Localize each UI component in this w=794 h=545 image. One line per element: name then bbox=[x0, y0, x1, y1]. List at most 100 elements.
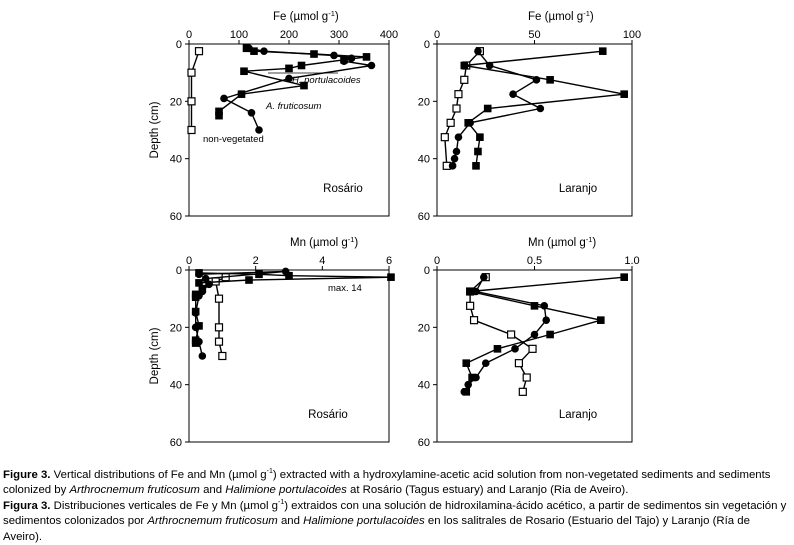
y-tick-label: 40 bbox=[418, 154, 430, 166]
data-point-filled-square bbox=[237, 90, 246, 98]
x-tick-label: 100 bbox=[230, 29, 248, 41]
x-tick-label: 0 bbox=[186, 255, 192, 267]
data-point-filled-square bbox=[198, 284, 207, 293]
x-tick-label: 100 bbox=[623, 29, 641, 41]
data-point-filled-square bbox=[215, 107, 223, 116]
data-point-filled-square bbox=[483, 104, 492, 113]
data-point-filled-square bbox=[300, 81, 308, 90]
data-point-filled-circle bbox=[536, 104, 545, 113]
caption-en-text-4: at Rosário (Tagus estuary) and Laranjo (… bbox=[346, 484, 629, 497]
data-point-open-square bbox=[518, 387, 527, 396]
data-point-filled-square bbox=[476, 133, 484, 141]
data-point-filled-square bbox=[191, 293, 200, 302]
y-tick-label: 40 bbox=[170, 380, 182, 392]
data-point-filled-square bbox=[472, 162, 480, 170]
data-point-open-square bbox=[214, 337, 224, 346]
data-point-open-square bbox=[194, 47, 204, 56]
data-point-filled-square bbox=[464, 119, 472, 127]
x-axis-label: Fe (µmol g-1) bbox=[528, 9, 594, 23]
chart-panel-2: 0 50 100 0 20 40 60 Fe (µmol g-1) Laranjo bbox=[418, 9, 641, 223]
data-point-open-square bbox=[452, 104, 461, 113]
site-label: Laranjo bbox=[559, 409, 597, 421]
y-tick-label: 20 bbox=[170, 96, 182, 108]
data-point-filled-square bbox=[462, 388, 471, 396]
data-point-open-square bbox=[214, 294, 224, 303]
data-point-filled-square bbox=[195, 322, 203, 330]
data-point-filled-square bbox=[466, 287, 474, 296]
data-point-filled-square bbox=[240, 67, 248, 76]
data-point-open-square bbox=[187, 97, 196, 106]
caption-en-text-2: ) extracted with a hydroxylamine-acetic … bbox=[3, 469, 771, 497]
x-axis-label: Mn (µmol g-1) bbox=[528, 235, 596, 249]
data-point-filled-square bbox=[530, 302, 539, 310]
y-tick-label: 40 bbox=[418, 380, 430, 392]
caption-es-text-2: ) extraidos con una solución de hidroxil… bbox=[3, 499, 787, 528]
annotation-non-vegetated: non-vegetated bbox=[203, 134, 264, 145]
data-point-filled-square bbox=[474, 147, 482, 156]
data-point-filled-square bbox=[546, 330, 554, 339]
data-point-open-square bbox=[514, 359, 524, 368]
y-tick-label: 60 bbox=[170, 211, 182, 223]
data-point-filled-circle bbox=[255, 126, 263, 134]
data-point-filled-circle bbox=[542, 316, 550, 324]
data-point-filled-square bbox=[285, 64, 293, 73]
data-point-filled-circle bbox=[474, 47, 482, 55]
data-point-filled-square bbox=[191, 307, 200, 316]
data-point-filled-square bbox=[297, 61, 306, 70]
data-point-filled-square bbox=[462, 359, 471, 367]
caption-en-sup: -1 bbox=[266, 468, 273, 476]
x-tick-label: 0 bbox=[186, 29, 192, 41]
y-tick-label: 0 bbox=[424, 39, 430, 51]
data-point-open-square bbox=[528, 344, 537, 353]
data-point-filled-square bbox=[546, 76, 554, 84]
data-point-filled-square bbox=[340, 55, 348, 64]
data-point-filled-square bbox=[255, 270, 263, 279]
caption-en-species-1: Arthrocnemum fruticosum bbox=[69, 484, 200, 497]
data-point-filled-square bbox=[598, 47, 607, 55]
annotation-a-fruticosum: A. fruticosum bbox=[265, 101, 322, 112]
y-tick-label: 20 bbox=[170, 322, 182, 334]
data-point-filled-circle bbox=[480, 273, 488, 281]
data-point-filled-square bbox=[493, 345, 502, 353]
site-label: Rosário bbox=[308, 409, 348, 421]
annotation-h-portulacoides: H. portulacoides bbox=[292, 75, 361, 86]
annotation-max: max. 14 bbox=[328, 283, 362, 294]
data-point-open-square bbox=[469, 316, 479, 325]
y-tick-label: 0 bbox=[176, 39, 182, 51]
data-point-open-square bbox=[522, 373, 531, 382]
x-tick-label: 300 bbox=[330, 29, 348, 41]
caption-en-text-1: Vertical distributions of Fe and Mn (µmo… bbox=[50, 469, 267, 481]
data-point-filled-square bbox=[191, 339, 200, 347]
data-point-open-square bbox=[466, 301, 475, 310]
data-point-filled-circle bbox=[454, 133, 463, 141]
x-axis-label: Fe (µmol g-1) bbox=[273, 9, 339, 23]
plot-frame bbox=[436, 269, 633, 443]
data-point-filled-square bbox=[362, 53, 371, 61]
caption-spanish: Figura 3. Distribuciones verticales de F… bbox=[3, 499, 791, 545]
data-point-open-square bbox=[187, 125, 196, 135]
data-point-filled-square bbox=[460, 61, 469, 70]
y-tick-label: 60 bbox=[170, 437, 182, 449]
y-tick-label: 40 bbox=[170, 154, 182, 166]
data-point-filled-square bbox=[620, 90, 628, 98]
x-tick-label: 6 bbox=[386, 255, 392, 267]
x-tick-label: 0.5 bbox=[527, 255, 542, 267]
data-point-filled-square bbox=[245, 276, 253, 284]
y-tick-label: 20 bbox=[418, 322, 430, 334]
data-point-filled-square bbox=[242, 44, 251, 53]
chart-panel-1: 0 100 200 300 400 0 20 40 60 Fe (µmol g-1) Depth (… bbox=[149, 9, 398, 223]
x-tick-label: 4 bbox=[319, 255, 325, 267]
data-point-filled-circle bbox=[367, 61, 376, 70]
data-point-open-square bbox=[440, 133, 449, 142]
data-point-filled-square bbox=[468, 373, 476, 382]
x-axis-label: Mn (µmol g-1) bbox=[290, 235, 358, 249]
caption-es-species-2: Halimione portulacoides bbox=[303, 515, 425, 528]
caption-es-sup: -1 bbox=[277, 499, 285, 507]
data-point-filled-circle bbox=[511, 345, 519, 353]
data-point-filled-circle bbox=[198, 352, 207, 360]
data-point-filled-square bbox=[215, 111, 223, 120]
data-point-filled-circle bbox=[509, 90, 517, 98]
data-point-filled-square bbox=[285, 271, 293, 280]
caption-es-text-4: en los salitrales de Rosario (Estuario d… bbox=[3, 515, 750, 543]
